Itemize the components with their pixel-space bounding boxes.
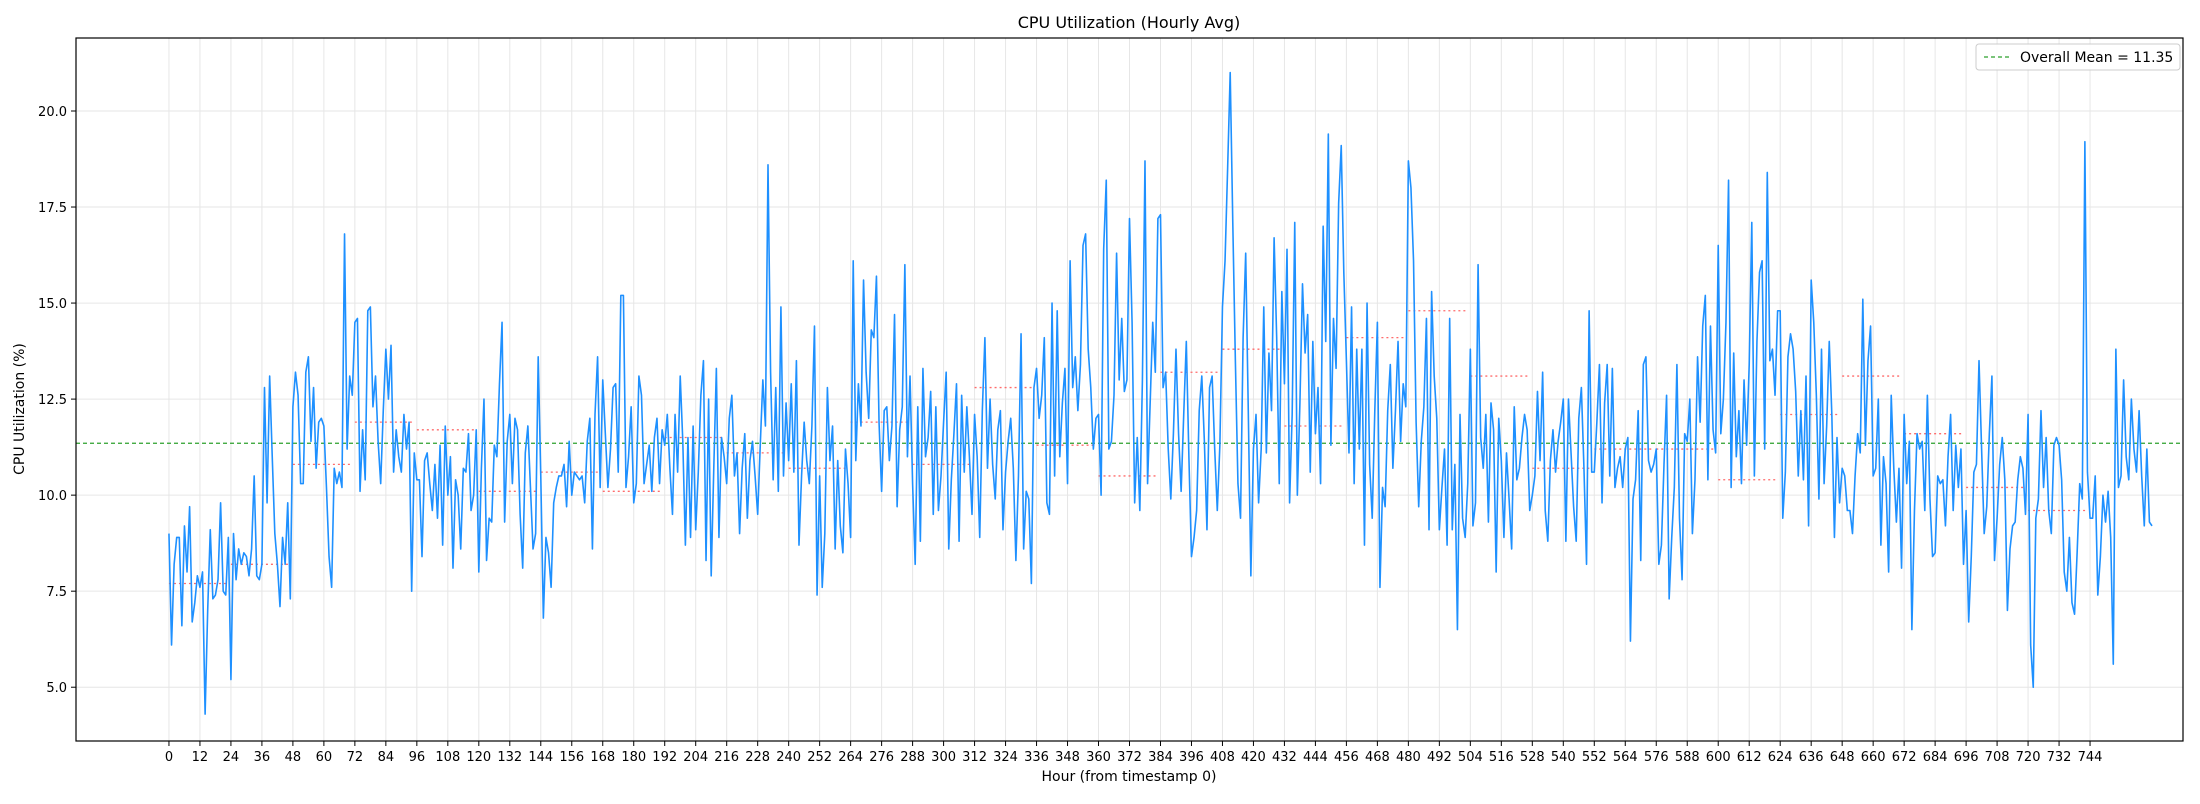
y-tick-label: 10.0 [38,489,67,504]
x-tick-label: 552 [1582,750,1607,765]
x-tick-label: 132 [497,750,522,765]
x-tick-label: 276 [869,750,894,765]
x-tick-label: 624 [1768,750,1793,765]
x-tick-label: 348 [1055,750,1080,765]
y-tick-label: 12.5 [38,393,67,408]
x-tick-label: 672 [1892,750,1917,765]
y-axis-label: CPU Utilization (%) [12,343,28,475]
x-axis-ticks: 0 12 24 36 48 60 72 84 96 108 120 132 144 156 168 180 19… [165,741,2103,765]
x-tick-label: 324 [993,750,1018,765]
x-tick-label: 120 [466,750,491,765]
x-tick-label: 228 [745,750,770,765]
x-tick-label: 60 [316,750,333,765]
legend: Overall Mean = 11.35 [1975,43,2181,71]
x-tick-label: 72 [347,750,364,765]
x-tick-label: 540 [1551,750,1576,765]
y-tick-label: 7.5 [46,585,67,600]
x-tick-label: 144 [528,750,553,765]
x-tick-label: 372 [1117,750,1142,765]
y-tick-label: 5.0 [46,681,67,696]
x-tick-label: 84 [378,750,395,765]
series-line-cpu-utilization [168,71,2153,715]
x-tick-label: 636 [1799,750,1824,765]
x-tick-label: 36 [254,750,271,765]
x-tick-label: 696 [1954,750,1979,765]
x-tick-label: 564 [1613,750,1638,765]
x-tick-label: 600 [1706,750,1731,765]
x-tick-label: 744 [2078,750,2103,765]
x-tick-label: 648 [1830,750,1855,765]
x-tick-label: 432 [1272,750,1297,765]
y-axis-ticks: 5.0 7.5 10.0 12.5 15.0 17.5 20.0 [38,105,76,696]
x-tick-label: 300 [931,750,956,765]
x-tick-label: 444 [1303,750,1328,765]
y-tick-label: 20.0 [38,105,67,120]
x-tick-label: 660 [1861,750,1886,765]
x-tick-label: 360 [1086,750,1111,765]
series-group [168,71,2153,715]
x-tick-label: 156 [559,750,584,765]
x-tick-label: 420 [1241,750,1266,765]
x-tick-label: 732 [2047,750,2072,765]
x-tick-label: 708 [1985,750,2010,765]
x-tick-label: 456 [1334,750,1359,765]
x-tick-label: 108 [435,750,460,765]
x-tick-label: 516 [1489,750,1514,765]
grid [76,38,2183,741]
x-tick-label: 48 [285,750,302,765]
x-tick-label: 240 [776,750,801,765]
x-tick-label: 180 [621,750,646,765]
legend-label-mean: Overall Mean = 11.35 [2020,50,2173,66]
y-tick-label: 15.0 [38,297,67,312]
x-tick-label: 576 [1644,750,1669,765]
x-tick-label: 480 [1396,750,1421,765]
x-tick-label: 312 [962,750,987,765]
x-tick-label: 612 [1737,750,1762,765]
x-tick-label: 684 [1923,750,1948,765]
x-tick-label: 288 [900,750,925,765]
x-axis-label: Hour (from timestamp 0) [1042,769,1217,785]
x-tick-label: 12 [192,750,209,765]
x-tick-label: 204 [683,750,708,765]
x-tick-label: 168 [590,750,615,765]
x-tick-label: 336 [1024,750,1049,765]
x-tick-label: 384 [1148,750,1173,765]
x-tick-label: 528 [1520,750,1545,765]
chart-title: CPU Utilization (Hourly Avg) [1018,13,1241,32]
x-tick-label: 252 [807,750,832,765]
x-tick-label: 588 [1675,750,1700,765]
x-tick-label: 504 [1458,750,1483,765]
x-tick-label: 192 [652,750,677,765]
x-tick-label: 24 [223,750,240,765]
y-tick-label: 17.5 [38,201,67,216]
x-tick-label: 468 [1365,750,1390,765]
x-tick-label: 96 [409,750,426,765]
x-tick-label: 396 [1179,750,1204,765]
x-tick-label: 492 [1427,750,1452,765]
x-tick-label: 0 [165,750,173,765]
x-tick-label: 264 [838,750,863,765]
x-tick-label: 408 [1210,750,1235,765]
x-tick-label: 216 [714,750,739,765]
legend-box [1975,43,2181,71]
x-tick-label: 720 [2016,750,2041,765]
